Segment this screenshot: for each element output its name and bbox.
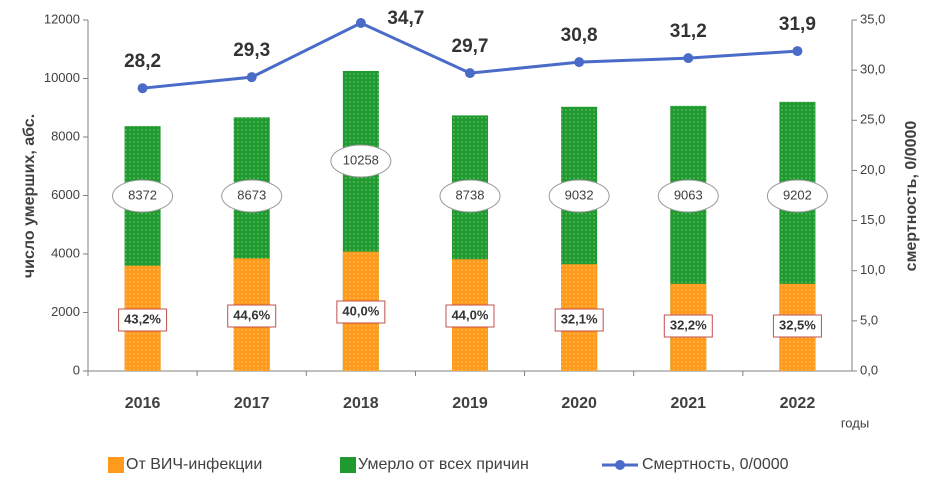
x-tick-label: 2020 — [561, 395, 597, 412]
total-bubble — [330, 144, 392, 178]
total-bubble — [657, 179, 719, 213]
y-tick-label: 6000 — [51, 187, 80, 202]
share-label: 40,0% — [342, 303, 379, 318]
x-axis-label: годы — [841, 415, 869, 430]
total-label: 9032 — [565, 187, 594, 202]
line-value-label: 29,3 — [233, 40, 270, 61]
x-tick-label: 2018 — [343, 395, 379, 412]
line-point — [683, 53, 694, 64]
share-box — [772, 314, 822, 338]
total-bubble — [766, 179, 828, 213]
share-label: 43,2% — [124, 311, 161, 326]
line-value-label: 30,8 — [561, 25, 598, 46]
line-point — [137, 83, 148, 94]
line-value-label: 29,7 — [452, 36, 489, 57]
line-value-label: 31,2 — [670, 21, 707, 42]
y2-tick-label: 5,0 — [860, 312, 878, 327]
legend-swatch — [108, 457, 124, 473]
y-tick-label: 2000 — [51, 304, 80, 319]
share-box — [336, 300, 386, 324]
share-box — [554, 308, 604, 332]
y2-tick-label: 15,0 — [860, 212, 885, 227]
total-label: 8673 — [237, 187, 266, 202]
x-tick-label: 2021 — [670, 395, 706, 412]
line-point — [465, 68, 475, 79]
total-label: 8372 — [128, 187, 157, 202]
x-tick-label: 2019 — [452, 395, 488, 412]
share-box — [118, 308, 168, 332]
y2-axis-label: смертность, 0/0000 — [903, 121, 920, 272]
y-tick-label: 10000 — [44, 70, 80, 85]
line-point — [246, 72, 257, 83]
total-label: 9063 — [674, 187, 703, 202]
x-tick-label: 2022 — [780, 395, 816, 412]
y-tick-label: 12000 — [44, 11, 80, 26]
line-value-label: 31,9 — [779, 14, 816, 35]
y-tick-label: 8000 — [51, 128, 80, 143]
share-box — [227, 304, 277, 328]
total-label: 9202 — [783, 187, 812, 202]
x-tick-label: 2017 — [234, 395, 270, 412]
y2-tick-label: 30,0 — [860, 62, 885, 77]
total-label: 8738 — [456, 187, 485, 202]
line-point — [574, 57, 585, 68]
legend-label: Умерло от всех причин — [358, 456, 529, 473]
x-tick-label: 2016 — [125, 395, 161, 412]
share-box — [663, 314, 713, 338]
line-point — [355, 18, 366, 29]
y2-tick-label: 25,0 — [860, 112, 885, 127]
total-label: 10258 — [343, 152, 379, 167]
line-value-label: 28,2 — [124, 51, 161, 72]
y2-tick-label: 0,0 — [860, 362, 878, 377]
legend-label: Смертность, 0/0000 — [642, 456, 789, 473]
y2-tick-label: 10,0 — [860, 262, 885, 277]
share-label: 44,6% — [233, 307, 270, 322]
share-label: 32,5% — [779, 317, 816, 332]
total-bubble — [221, 179, 283, 213]
y2-tick-label: 20,0 — [860, 162, 885, 177]
legend-label: От ВИЧ-инфекции — [126, 456, 262, 473]
y-axis-label: число умерших, абс. — [21, 114, 38, 278]
total-bubble — [548, 179, 610, 213]
share-label: 32,2% — [670, 317, 707, 332]
line-value-label: 34,7 — [387, 8, 424, 29]
share-label: 44,0% — [452, 307, 489, 322]
line-point — [792, 46, 803, 57]
y2-tick-label: 35,0 — [860, 11, 885, 26]
legend-marker — [615, 460, 625, 470]
y-tick-label: 0 — [73, 362, 80, 377]
share-box — [445, 304, 495, 328]
total-bubble — [439, 179, 501, 213]
total-bubble — [112, 179, 174, 213]
share-label: 32,1% — [561, 311, 598, 326]
legend-swatch — [340, 457, 356, 473]
y-tick-label: 4000 — [51, 245, 80, 260]
